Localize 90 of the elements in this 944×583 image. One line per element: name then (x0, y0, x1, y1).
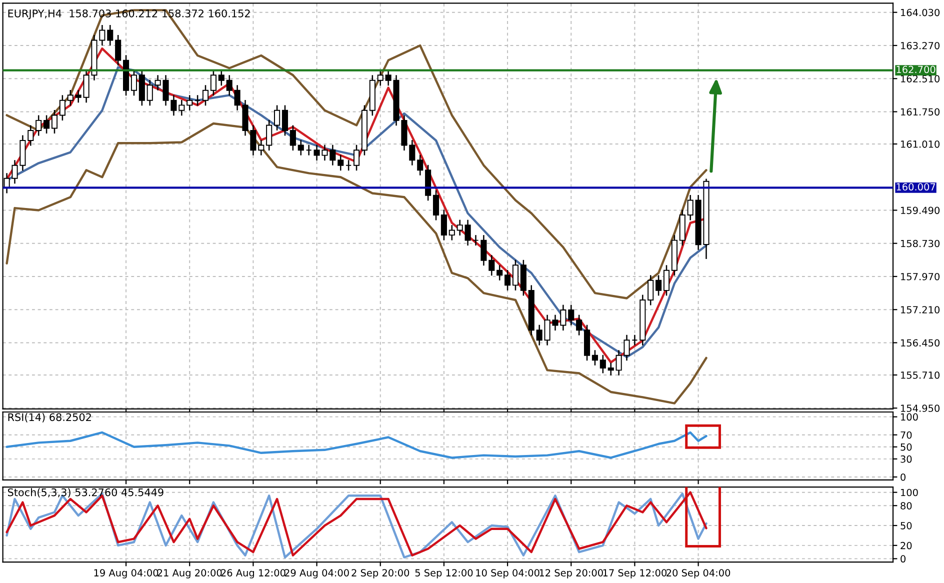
candlestick (496, 264, 503, 282)
candlestick (178, 99, 185, 116)
candlestick (194, 94, 201, 106)
y-tick-label: 154.950 (901, 404, 940, 412)
candlestick (346, 159, 352, 172)
candlestick (440, 209, 447, 241)
candlestick (306, 144, 312, 156)
candlestick (353, 144, 360, 172)
candlestick (568, 304, 574, 326)
candlestick (488, 254, 495, 276)
candlestick (464, 219, 471, 246)
candlestick (290, 124, 296, 152)
candlestick (59, 94, 66, 122)
candlestick (28, 124, 34, 146)
candlestick (274, 104, 280, 132)
candlestick (202, 84, 209, 106)
candlestick (266, 119, 272, 152)
line-series (6, 9, 708, 300)
candlestick (51, 109, 58, 134)
candlestick (115, 34, 122, 66)
chart-title: RSI(14) 68.2502 (8, 413, 91, 422)
y-tick-label: 80 (900, 502, 912, 510)
y-tick-label: 158.730 (901, 240, 940, 248)
candlestick (480, 234, 487, 266)
candlestick (512, 259, 519, 292)
y-tick-label: 100 (901, 488, 918, 496)
ref-line-label: 160.007 (896, 183, 936, 191)
x-tick-label: 19 Aug 04:00 (94, 569, 158, 578)
candlestick (186, 94, 193, 112)
candlestick (592, 350, 598, 366)
candlestick (472, 234, 479, 246)
x-tick-label: 10 Sep 04:00 (476, 569, 540, 578)
y-tick-label: 70 (900, 431, 912, 439)
candlestick (504, 269, 511, 292)
candlestick (600, 354, 606, 374)
y-tick-label: 50 (900, 522, 912, 530)
candlestick (632, 334, 638, 346)
candlestick (75, 89, 82, 104)
candlestick (298, 139, 304, 156)
line-series (6, 122, 708, 404)
x-tick-label: 26 Aug 12:00 (221, 569, 286, 578)
candlestick (67, 89, 74, 106)
candlestick (432, 190, 440, 221)
candlestick (663, 264, 670, 296)
y-tick-label: 0 (900, 555, 906, 563)
candlestick (687, 194, 694, 221)
x-tick-label: 21 Aug 20:00 (158, 569, 222, 578)
y-tick-label: 155.710 (901, 371, 940, 379)
candlestick (417, 154, 424, 176)
candlestick (648, 274, 654, 306)
candlestick (536, 324, 542, 346)
candlestick (218, 69, 224, 86)
candlestick (44, 114, 50, 134)
y-tick-label: 0 (900, 473, 906, 481)
x-tick-label: 2 Sep 20:00 (352, 569, 410, 578)
x-tick-label: 5 Sep 12:00 (415, 569, 473, 578)
candlestick (608, 362, 614, 376)
x-tick-label: 29 Aug 04:00 (284, 569, 349, 578)
ref-line-label: 162.700 (896, 66, 936, 74)
y-tick-label: 157.210 (901, 306, 940, 314)
candlestick (226, 74, 232, 96)
x-tick-label: 12 Sep 20:00 (540, 569, 603, 578)
y-tick-label: 156.450 (901, 339, 940, 347)
candlestick (258, 139, 264, 156)
candlestick (36, 114, 42, 136)
y-tick-label: 163.270 (901, 42, 940, 50)
x-tick-label: 17 Sep 12:00 (603, 569, 667, 578)
candlestick (448, 224, 455, 241)
chart-title: Stoch(5,3,3) 53.2760 45.5449 (8, 488, 164, 498)
candlestick (377, 69, 384, 86)
candlestick (576, 314, 582, 336)
y-tick-label: 157.970 (901, 272, 940, 280)
y-tick-label: 50 (900, 443, 912, 451)
y-tick-label: 100 (901, 413, 918, 421)
candlestick (456, 219, 463, 236)
y-tick-label: 161.010 (901, 140, 940, 148)
candlestick (409, 139, 416, 166)
candlestick (146, 79, 153, 106)
y-tick-label: 30 (900, 455, 912, 463)
candlestick (656, 274, 662, 296)
y-tick-label: 159.490 (901, 206, 940, 214)
candlestick (107, 24, 114, 46)
candlestick (338, 154, 344, 172)
candlestick (282, 104, 288, 136)
y-tick-label: 164.030 (901, 8, 940, 16)
x-tick-label: 20 Sep 04:00 (666, 569, 730, 578)
candlestick (210, 69, 216, 96)
y-tick-label: 161.750 (901, 108, 940, 116)
candlestick (130, 69, 138, 96)
y-tick-label: 20 (900, 542, 912, 550)
